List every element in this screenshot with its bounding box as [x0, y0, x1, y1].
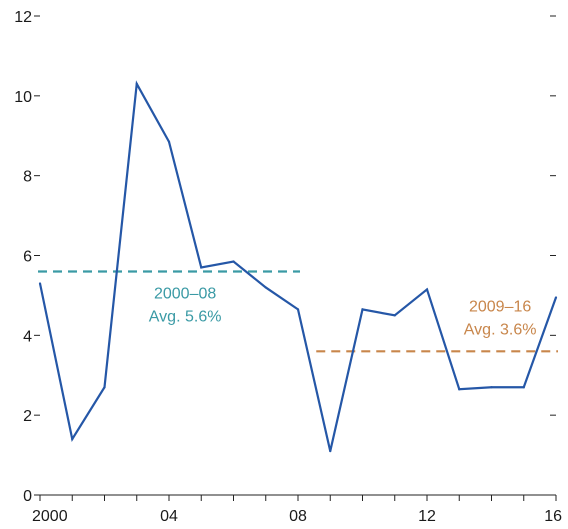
- data-point: [103, 386, 106, 389]
- data-point: [232, 260, 235, 263]
- data-point: [135, 82, 138, 85]
- x-tick-label: 2000: [32, 508, 68, 525]
- data-point: [200, 266, 203, 269]
- axes: 0 2 4 6 8 10 12 2000 04 08 12 16: [14, 9, 562, 525]
- data-point: [554, 296, 558, 299]
- x-tick-label: 04: [160, 508, 178, 525]
- data-point: [296, 308, 300, 311]
- data-point: [425, 288, 429, 291]
- y-tick-label: 10: [14, 89, 32, 106]
- data-point: [264, 286, 267, 289]
- data-point: [361, 308, 364, 311]
- y-tick-label: 6: [23, 249, 32, 266]
- data-point: [393, 314, 396, 317]
- data-point: [458, 388, 461, 391]
- y-tick-label: 2: [23, 408, 32, 425]
- average-period-label: 2009–16: [469, 298, 531, 315]
- y-tick-label: 0: [23, 488, 32, 505]
- data-point: [490, 386, 493, 389]
- data-point: [522, 386, 525, 389]
- average-lines: [38, 270, 558, 353]
- x-tick-label: 12: [418, 508, 436, 525]
- data-point: [167, 140, 171, 143]
- data-point: [329, 449, 332, 453]
- x-tick-label: 16: [544, 508, 562, 525]
- data-point: [38, 282, 42, 285]
- series-layer: [38, 80, 558, 453]
- average-labels: 2000–08 Avg. 5.6% 2009–16 Avg. 3.6%: [149, 285, 537, 338]
- series-line: [38, 80, 558, 452]
- average-value-label: Avg. 3.6%: [464, 321, 537, 338]
- average-value-label: Avg. 5.6%: [149, 308, 222, 325]
- y-tick-label: 4: [23, 328, 32, 345]
- data-point: [71, 438, 74, 441]
- y-tick-label: 12: [14, 9, 32, 26]
- x-tick-label: 08: [289, 508, 307, 525]
- y-tick-label: 8: [23, 169, 32, 186]
- average-period-label: 2000–08: [154, 285, 216, 302]
